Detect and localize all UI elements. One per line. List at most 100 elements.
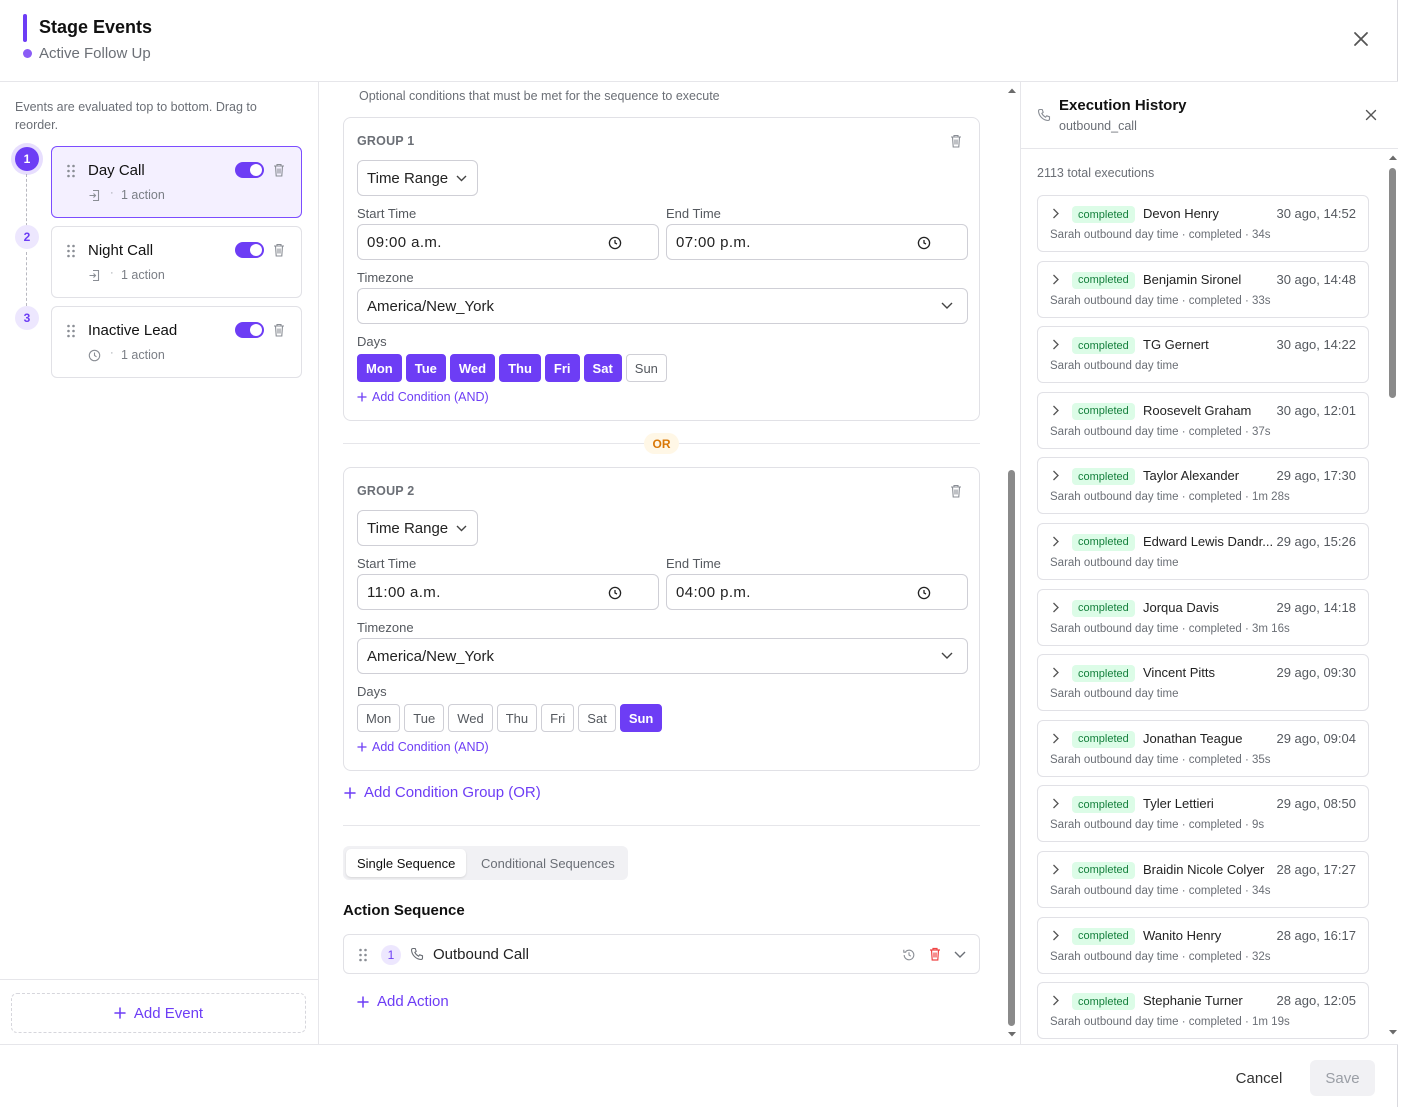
- drag-handle-icon[interactable]: [358, 948, 368, 962]
- step-number: 2: [15, 225, 39, 249]
- scroll-down-arrow[interactable]: [1007, 1031, 1017, 1038]
- chevron-right-icon[interactable]: [1052, 602, 1059, 613]
- add-condition-button[interactable]: Add Condition (AND): [357, 740, 489, 754]
- day-sat[interactable]: Sat: [583, 354, 622, 382]
- chevron-right-icon[interactable]: [1052, 536, 1059, 547]
- chevron-right-icon[interactable]: [1052, 733, 1059, 744]
- chevron-right-icon[interactable]: [1052, 274, 1059, 285]
- day-thu[interactable]: Thu: [496, 704, 538, 732]
- trash-icon[interactable]: [273, 163, 285, 177]
- timezone-select[interactable]: America/New_York: [357, 288, 968, 324]
- scroll-down-arrow[interactable]: [1388, 1029, 1398, 1036]
- scroll-thumb[interactable]: [1008, 470, 1015, 1026]
- editor-scrollbar[interactable]: [1006, 82, 1018, 1044]
- execution-item[interactable]: completed Benjamin Sironel 30 ago, 14:48 Sa…: [1037, 260, 1369, 318]
- add-condition-button[interactable]: Add Condition (AND): [357, 390, 489, 404]
- cancel-button[interactable]: Cancel: [1235, 1069, 1283, 1087]
- day-mon[interactable]: Mon: [357, 354, 402, 382]
- event-toggle[interactable]: [235, 322, 264, 338]
- scroll-up-arrow[interactable]: [1388, 154, 1398, 161]
- condition-type-select[interactable]: Time Range: [357, 160, 478, 196]
- timezone-select[interactable]: America/New_York: [357, 638, 968, 674]
- day-wed[interactable]: Wed: [448, 704, 493, 732]
- day-thu[interactable]: Thu: [499, 354, 541, 382]
- execution-item[interactable]: completed Jonathan Teague 29 ago, 09:04 Sar…: [1037, 719, 1369, 777]
- tab-conditional-sequences[interactable]: Conditional Sequences: [481, 855, 615, 871]
- action-label: Outbound Call: [433, 946, 529, 963]
- chevron-right-icon[interactable]: [1052, 667, 1059, 678]
- day-sat[interactable]: Sat: [578, 704, 616, 732]
- day-wed[interactable]: Wed: [449, 354, 496, 382]
- day-fri[interactable]: Fri: [544, 354, 580, 382]
- event-card-inactive-lead[interactable]: Inactive Lead · 1 action: [51, 306, 302, 378]
- start-time-input[interactable]: 11:00 a.m.: [357, 574, 659, 610]
- drag-handle-icon[interactable]: [66, 324, 76, 338]
- event-card-day-call[interactable]: Day Call · 1 action: [51, 146, 302, 218]
- execution-item[interactable]: completed Tyler Lettieri 29 ago, 08:50 Sara…: [1037, 785, 1369, 843]
- save-button[interactable]: Save: [1310, 1060, 1375, 1096]
- end-time-value: 04:00 p.m.: [676, 583, 751, 601]
- start-time-input[interactable]: 09:00 a.m.: [357, 224, 659, 260]
- trash-icon[interactable]: [929, 947, 941, 961]
- chevron-right-icon[interactable]: [1052, 208, 1059, 219]
- add-action-button[interactable]: Add Action: [357, 993, 449, 1010]
- end-time-input[interactable]: 04:00 p.m.: [666, 574, 968, 610]
- chevron-down-icon[interactable]: [954, 951, 966, 959]
- scroll-thumb[interactable]: [1389, 168, 1396, 398]
- condition-type-select[interactable]: Time Range: [357, 510, 478, 546]
- execution-time: 30 ago, 14:52: [1276, 206, 1356, 221]
- execution-item[interactable]: completed Wanito Henry 28 ago, 16:17 Sarah …: [1037, 916, 1369, 974]
- execution-item[interactable]: completed Edward Lewis Dandr... 29 ago, 15…: [1037, 522, 1369, 580]
- trash-icon[interactable]: [273, 243, 285, 257]
- execution-item[interactable]: completed Braidin Nicole Colyer 28 ago, 17…: [1037, 850, 1369, 908]
- chevron-right-icon[interactable]: [1052, 930, 1059, 941]
- event-card-night-call[interactable]: Night Call · 1 action: [51, 226, 302, 298]
- event-toggle[interactable]: [235, 162, 264, 178]
- add-condition-group-button[interactable]: Add Condition Group (OR): [344, 784, 541, 801]
- action-row[interactable]: 1 Outbound Call: [343, 934, 980, 974]
- execution-item[interactable]: completed Jorqua Davis 29 ago, 14:18 Sarah …: [1037, 588, 1369, 646]
- execution-time: 29 ago, 09:04: [1276, 730, 1356, 746]
- clock-icon[interactable]: [917, 586, 931, 600]
- execution-item[interactable]: completed Vincent Pitts 29 ago, 09:30 Sarah…: [1037, 654, 1369, 712]
- end-time-input[interactable]: 07:00 p.m.: [666, 224, 968, 260]
- or-badge: OR: [644, 433, 679, 454]
- trash-icon[interactable]: [950, 484, 962, 498]
- add-event-button[interactable]: Add Event: [11, 993, 306, 1033]
- day-tue[interactable]: Tue: [404, 704, 445, 732]
- close-icon[interactable]: [1365, 109, 1377, 121]
- clock-icon[interactable]: [917, 236, 931, 250]
- drag-handle-icon[interactable]: [66, 164, 76, 178]
- event-action-count: 1 action: [121, 348, 165, 362]
- contact-name: Jonathan Teague: [1143, 730, 1243, 746]
- clock-icon[interactable]: [608, 586, 622, 600]
- contact-name: Braidin Nicole Colyer: [1143, 861, 1265, 877]
- chevron-right-icon[interactable]: [1052, 798, 1059, 809]
- execution-item[interactable]: completed Taylor Alexander 29 ago, 17:30 Sa…: [1037, 457, 1369, 515]
- chevron-right-icon[interactable]: [1052, 339, 1059, 350]
- history-scrollbar[interactable]: [1387, 151, 1398, 1044]
- clock-icon[interactable]: [608, 236, 622, 250]
- event-toggle[interactable]: [235, 242, 264, 258]
- tab-single-sequence[interactable]: Single Sequence: [346, 849, 467, 877]
- execution-item[interactable]: completed Stephanie Turner 28 ago, 12:05 Sa…: [1037, 982, 1369, 1040]
- history-icon[interactable]: [902, 948, 916, 962]
- trash-icon[interactable]: [273, 323, 285, 337]
- scroll-up-arrow[interactable]: [1007, 87, 1017, 94]
- execution-item[interactable]: completed Devon Henry 30 ago, 14:52 Sarah o…: [1037, 195, 1369, 252]
- execution-item[interactable]: completed Roosevelt Graham 30 ago, 12:01 Sa…: [1037, 391, 1369, 449]
- day-tue[interactable]: Tue: [405, 354, 446, 382]
- chevron-right-icon[interactable]: [1052, 864, 1059, 875]
- day-fri[interactable]: Fri: [541, 704, 575, 732]
- modal-footer: Cancel Save: [0, 1044, 1398, 1107]
- drag-handle-icon[interactable]: [66, 244, 76, 258]
- chevron-right-icon[interactable]: [1052, 470, 1059, 481]
- execution-item[interactable]: completed TG Gernert 30 ago, 14:22 Sarah ou…: [1037, 326, 1369, 384]
- chevron-right-icon[interactable]: [1052, 995, 1059, 1006]
- day-sun[interactable]: Sun: [625, 354, 667, 382]
- day-sun[interactable]: Sun: [619, 704, 663, 732]
- day-mon[interactable]: Mon: [357, 704, 401, 732]
- close-icon[interactable]: [1350, 28, 1372, 50]
- chevron-right-icon[interactable]: [1052, 405, 1059, 416]
- trash-icon[interactable]: [950, 134, 962, 148]
